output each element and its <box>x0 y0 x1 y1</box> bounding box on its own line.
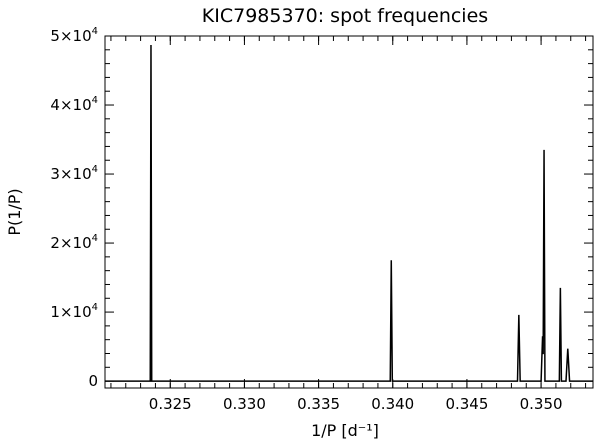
chart-title: KIC7985370: spot frequencies <box>202 5 488 27</box>
y-axis: 0 1×104 2×104 3×104 4×104 5×104 <box>50 26 593 390</box>
x-tick-label: 0.350 <box>520 395 563 413</box>
y-tick-label: 4×104 <box>50 95 98 114</box>
x-tick-label: 0.340 <box>371 395 414 413</box>
y-tick-label: 0 <box>88 372 98 390</box>
y-axis-title: P(1/P) <box>5 188 24 235</box>
x-tick-label: 0.325 <box>149 395 192 413</box>
y-tick-label: 2×104 <box>50 233 98 252</box>
plot-frame <box>104 35 594 389</box>
y-tick-label: 3×104 <box>50 164 98 183</box>
y-tick-label: 1×104 <box>50 302 98 321</box>
x-axis-title: 1/P [d⁻¹] <box>311 421 379 440</box>
series-line <box>105 44 593 382</box>
x-tick-label: 0.330 <box>223 395 266 413</box>
x-axis: 0.325 0.330 0.335 0.340 0.345 0.350 <box>110 36 587 413</box>
x-tick-label: 0.345 <box>445 395 488 413</box>
y-tick-label: 5×104 <box>50 26 98 45</box>
x-tick-label: 0.335 <box>297 395 340 413</box>
